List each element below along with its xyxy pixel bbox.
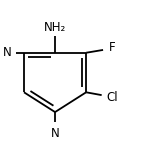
Text: NH₂: NH₂ xyxy=(44,21,66,34)
Text: N: N xyxy=(51,127,59,140)
Text: N: N xyxy=(3,46,11,59)
Text: Cl: Cl xyxy=(106,91,118,104)
Text: F: F xyxy=(109,41,115,54)
